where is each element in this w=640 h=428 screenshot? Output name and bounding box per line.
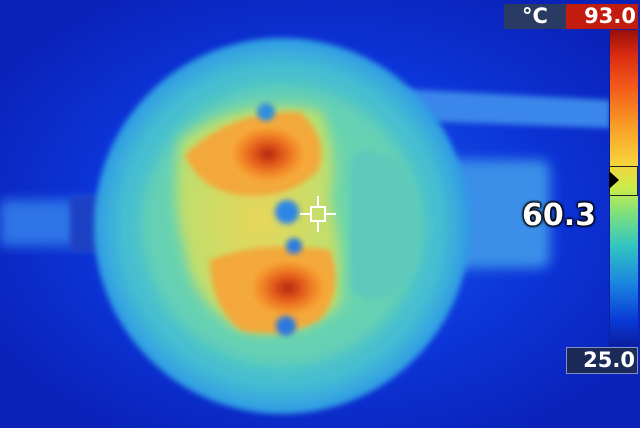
- upper-hotspot: [228, 124, 308, 184]
- crosshair-icon: [300, 196, 336, 232]
- temperature-unit-label: °C: [504, 4, 566, 29]
- screw-middle: [286, 238, 302, 254]
- screw-bottom: [276, 316, 296, 336]
- spot-temperature-readout: 60.3: [522, 198, 597, 233]
- lower-hotspot: [248, 258, 328, 318]
- right-component: [350, 150, 420, 300]
- min-temperature-label: 25.0: [566, 347, 638, 374]
- screw-center: [275, 200, 299, 224]
- triangle-right-icon: [609, 171, 619, 189]
- max-temperature-label: 93.0: [566, 4, 638, 29]
- screw-top: [257, 103, 275, 121]
